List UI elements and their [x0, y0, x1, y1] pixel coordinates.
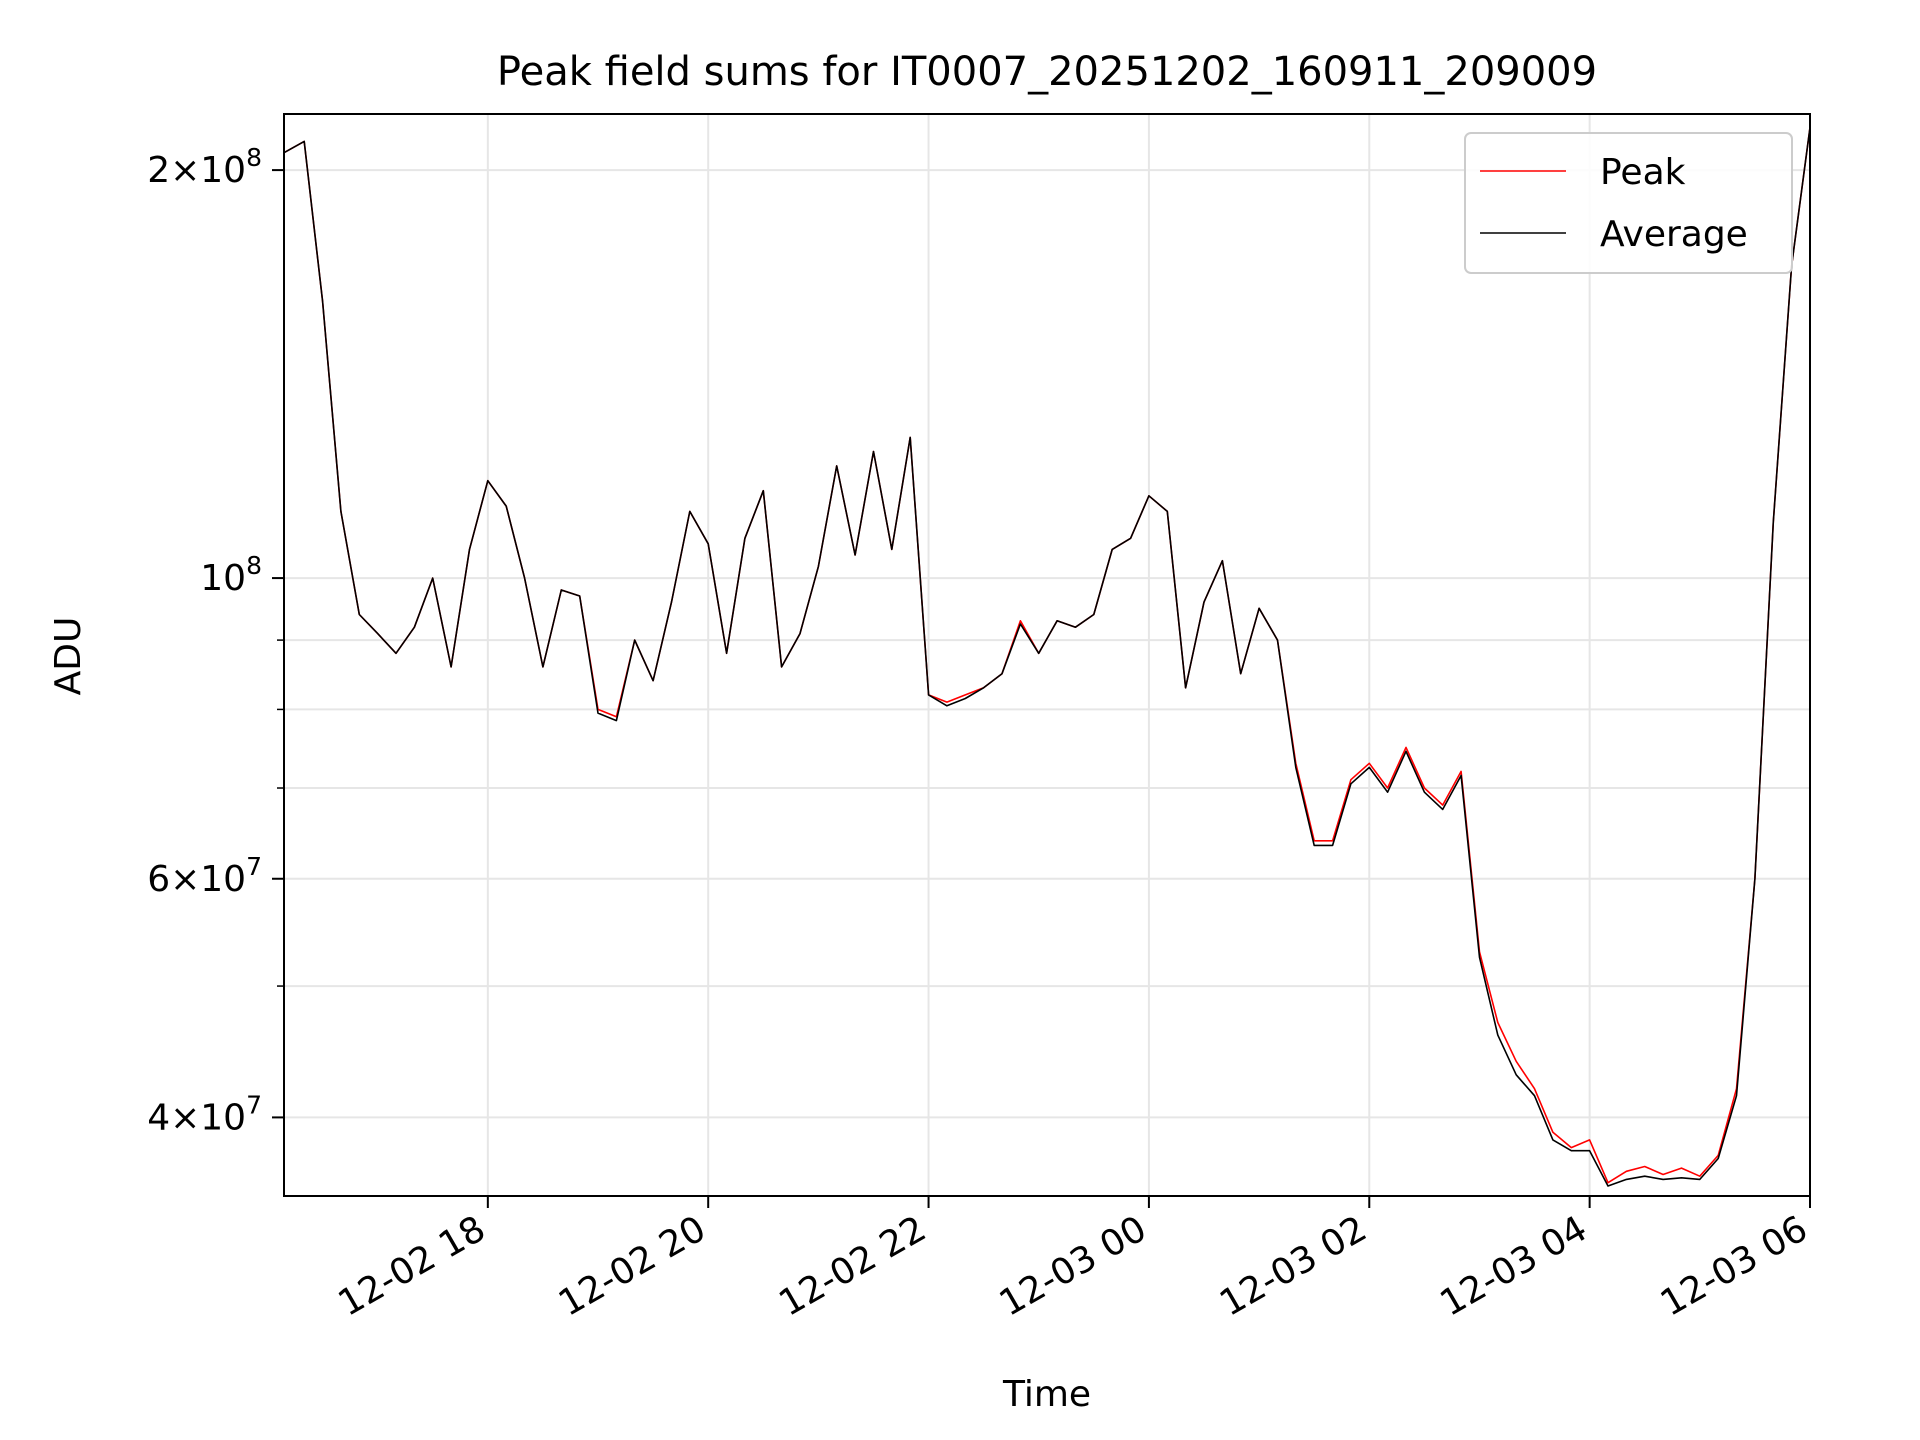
series-line-average [283, 127, 1811, 1187]
series-lines [283, 127, 1811, 1187]
plot-frame [283, 113, 1811, 1197]
x-tick-label-6: 12-03 06 [1654, 1208, 1815, 1324]
legend-label-average: Average [1600, 214, 1748, 255]
x-tick-label-5: 12-03 04 [1433, 1208, 1594, 1324]
x-axis: 12-02 18 12-02 20 12-02 22 12-03 00 12-03 02… [332, 1196, 1815, 1325]
x-tick-label-2: 12-02 22 [772, 1208, 933, 1324]
x-tick-label-1: 12-02 20 [552, 1208, 713, 1324]
x-tick-label-4: 12-03 02 [1213, 1208, 1374, 1324]
y-tick-label-1: 6×107 [147, 852, 262, 900]
x-axis-label: Time [1002, 1374, 1091, 1415]
legend-box [1464, 132, 1793, 274]
y-axis: 4×107 6×107 108 2×108 [147, 143, 284, 1138]
x-tick-label-3: 12-03 00 [993, 1208, 1154, 1324]
legend-label-peak: Peak [1600, 152, 1686, 193]
y-axis-label: ADU [48, 617, 89, 696]
x-tick-label-0: 12-02 18 [332, 1208, 493, 1324]
y-tick-label-3: 2×108 [147, 143, 262, 191]
series-line-peak [283, 127, 1811, 1184]
legend: Peak Average [1464, 132, 1793, 274]
y-tick-label-0: 4×107 [147, 1090, 262, 1138]
grid [284, 114, 1811, 1196]
chart-title: Peak field sums for IT0007_20251202_1609… [497, 49, 1597, 95]
y-tick-label-2: 108 [200, 551, 262, 599]
